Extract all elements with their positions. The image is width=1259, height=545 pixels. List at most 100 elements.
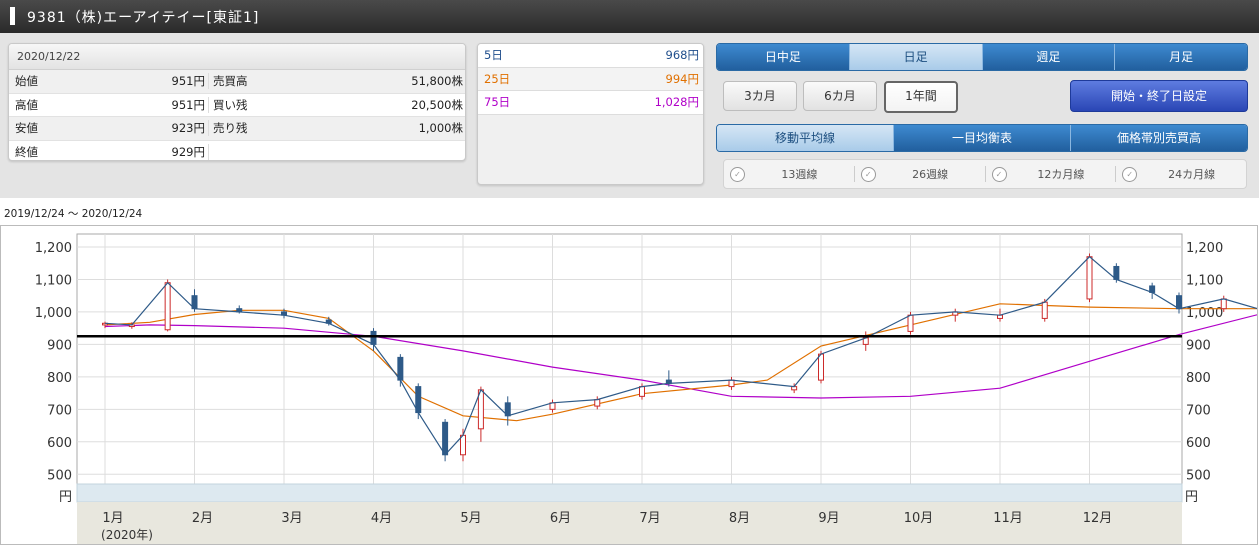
date-range-label: 2019/12/24 ～ 2020/12/24 [4,208,143,220]
option-label: 26週線 [912,168,949,181]
quote-label: 安値 [15,121,38,136]
ma-line-25 [104,303,1257,422]
y-tick-label-right: 1,100 [1186,273,1223,288]
y-tick-label-right: 600 [1186,436,1211,451]
ma-label: 75日 [484,95,511,110]
range-3m-button[interactable]: 3カ月 [723,81,797,111]
month-label: 4月 [371,511,392,526]
candle-body [164,282,171,331]
ma-value: 994円 [665,71,699,86]
y-tick-label-right: 1,200 [1186,241,1223,256]
quote-row-high: 高値 951円 買い残 20,500株 [9,94,465,117]
candle-body [1041,301,1048,319]
ma-value: 1,028円 [654,95,699,110]
candle-body [460,434,466,456]
ma-line-5 [104,255,1257,456]
month-label: 12月 [1083,511,1113,526]
range-1y-button[interactable]: 1年間 [884,81,958,113]
month-label: 7月 [639,511,660,526]
option-label: 12カ月線 [1037,168,1085,181]
ma-option-bar: ✓ 13週線 ✓ 26週線 ✓ 12カ月線 ✓ 24カ月線 [723,159,1247,189]
quote-value: 951円 [55,73,209,90]
quote-value: 923円 [55,120,209,137]
ma-row-25: 25日 994円 [478,67,703,91]
candle-body [397,356,404,381]
y-unit-label-right: 円 [1185,490,1198,505]
y-tick-label-left: 600 [47,436,72,451]
y-tick-label-right: 1,000 [1186,306,1223,321]
quote-label: 終値 [15,144,38,159]
quote-value: 929円 [55,143,209,160]
info-area: 2020/12/22 始値 951円 売買高 51,800株 高値 951円 買… [0,33,1259,198]
option-label: 13週線 [781,168,818,181]
option-12m[interactable]: ✓ 12カ月線 [986,166,1117,182]
y-tick-label-left: 900 [47,338,72,353]
candle-body [728,379,735,388]
ma-row-5: 5日 968円 [478,44,703,68]
quote-row-open: 始値 951円 売買高 51,800株 [9,70,465,94]
tab-ichimoku[interactable]: 一目均衡表 [894,125,1071,151]
candle-body [1086,256,1093,300]
candle-body [102,322,108,326]
candle-body [907,314,914,332]
period-tabs: 日中足 日足 週足 月足 [716,43,1248,71]
y-tick-label-right: 800 [1186,371,1211,386]
option-26w[interactable]: ✓ 26週線 [855,166,986,182]
month-label: 1月 [102,511,123,526]
y-tick-label-left: 1,100 [35,273,72,288]
month-label: 9月 [818,511,839,526]
candle-body [1220,298,1227,310]
date-range-setting-button[interactable]: 開始・終了日設定 [1070,80,1248,112]
quote-label: 始値 [15,74,38,89]
title-bar: 9381（株)エーアイテイー[東証1] [0,0,1259,33]
y-tick-label-right: 700 [1186,403,1211,418]
candle-body [1176,295,1182,310]
ma-row-75: 75日 1,028円 [478,91,703,115]
tab-daily[interactable]: 日足 [849,44,983,70]
quote-label: 売り残 [213,121,248,136]
quote-row-low: 安値 923円 売り残 1,000株 [9,117,465,141]
tab-intraday[interactable]: 日中足 [717,44,850,70]
ma-label: 5日 [484,48,503,63]
check-icon: ✓ [991,166,1007,182]
month-axis-band [77,502,1182,544]
indicator-tabs: 移動平均線 一目均衡表 価格帯別売買高 [716,124,1248,152]
check-icon: ✓ [860,166,876,182]
ma-line-75 [104,314,1257,399]
month-label: 5月 [460,511,481,526]
month-label: 11月 [993,511,1023,526]
tab-moving-average[interactable]: 移動平均線 [717,125,894,151]
tab-volume-profile[interactable]: 価格帯別売買高 [1071,125,1247,151]
quote-panel: 2020/12/22 始値 951円 売買高 51,800株 高値 951円 買… [8,43,466,161]
stock-title: 9381（株)エーアイテイー[東証1] [27,10,260,26]
candle-body [639,386,645,397]
candle-body [370,330,377,345]
quote-label: 売買高 [213,74,248,89]
tab-weekly[interactable]: 週足 [982,44,1116,70]
range-6m-button[interactable]: 6カ月 [803,81,877,111]
option-13w[interactable]: ✓ 13週線 [724,166,855,182]
check-icon: ✓ [1122,166,1138,182]
y-tick-label-left: 800 [47,371,72,386]
tab-monthly[interactable]: 月足 [1115,44,1247,70]
quote-value: 1,000株 [418,121,463,136]
option-24m[interactable]: ✓ 24カ月線 [1116,166,1246,182]
quote-value: 51,800株 [411,74,463,89]
ma-label: 25日 [484,71,511,86]
month-label: 2月 [192,511,213,526]
title-bar-mark [10,7,15,25]
candle-body [594,399,601,407]
option-label: 24カ月線 [1168,168,1216,181]
check-icon: ✓ [730,166,745,182]
month-label: 3月 [281,511,302,526]
quote-value: 20,500株 [411,97,463,112]
quote-rows: 始値 951円 売買高 51,800株 高値 951円 買い残 20,500株 … [9,70,465,161]
quote-row-close: 終値 929円 [9,141,465,161]
month-label: 6月 [550,511,571,526]
plot-area [76,233,1183,485]
y-tick-label-left: 1,200 [35,241,72,256]
y-tick-label-left: 500 [47,468,72,483]
price-chart[interactable]: 1,200 1,200 1,100 1,100 1,000 1,000 900 900 800 8… [0,225,1258,545]
quote-value: 951円 [55,96,209,113]
quote-date: 2020/12/22 [9,44,465,70]
